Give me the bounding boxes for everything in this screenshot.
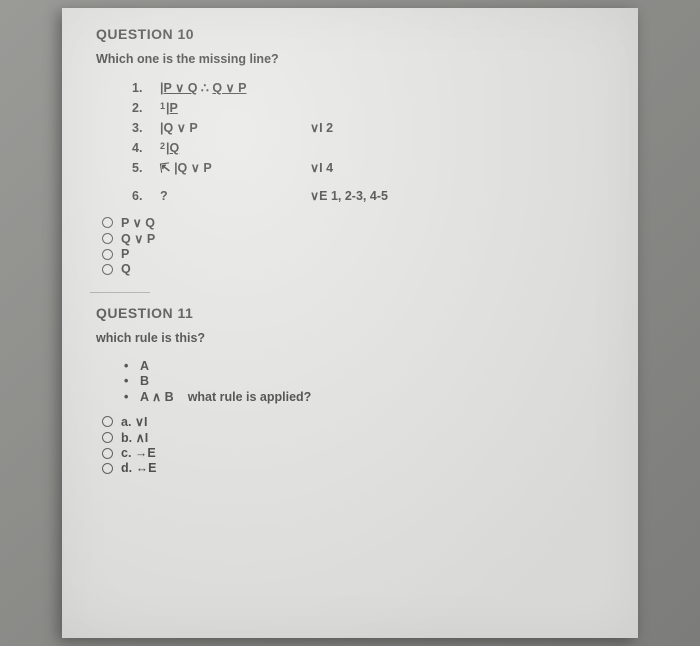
worksheet-page: QUESTION 10 Which one is the missing lin… xyxy=(62,8,638,638)
option-pvq[interactable]: P ∨ Q xyxy=(102,215,610,230)
radio-icon[interactable] xyxy=(102,217,113,228)
question-divider xyxy=(90,292,150,293)
option-ai[interactable]: b. ∧I xyxy=(102,430,610,445)
proof-line-1: 1. |P ∨ Q ∴ Q ∨ P xyxy=(132,80,610,97)
premise-b: B xyxy=(140,374,149,388)
option-label: Q xyxy=(121,262,131,276)
option-label: Q ∨ P xyxy=(121,231,155,246)
option-p[interactable]: P xyxy=(102,247,610,261)
option-biarrow-e[interactable]: d. ↔E xyxy=(102,461,610,475)
option-label: c. →E xyxy=(121,446,156,460)
option-label: P xyxy=(121,247,129,261)
proof-line-6: 6. ? ∨E 1, 2-3, 4-5 xyxy=(132,188,610,205)
proof-line-5: 5. ⇱|Q ∨ P ∨I 4 xyxy=(132,160,610,177)
question-11-header: QUESTION 11 xyxy=(96,305,610,321)
proof-line-2: 2. |P xyxy=(132,100,610,117)
question-10-options: P ∨ Q Q ∨ P P Q xyxy=(102,215,610,276)
option-label: P ∨ Q xyxy=(121,215,155,230)
radio-icon[interactable] xyxy=(102,432,113,443)
option-q[interactable]: Q xyxy=(102,262,610,276)
radio-icon[interactable] xyxy=(102,463,113,474)
option-label: d. ↔E xyxy=(121,461,156,475)
radio-icon[interactable] xyxy=(102,448,113,459)
cursor-icon: ⇱ xyxy=(159,159,171,176)
radio-icon[interactable] xyxy=(102,264,113,275)
radio-icon[interactable] xyxy=(102,233,113,244)
proof-line-4: 4. |Q xyxy=(132,140,610,157)
option-arrow-e[interactable]: c. →E xyxy=(102,446,610,460)
radio-icon[interactable] xyxy=(102,416,113,427)
question-10-header: QUESTION 10 xyxy=(96,26,610,42)
proof-line-3: 3. |Q ∨ P ∨I 2 xyxy=(132,120,610,137)
conclusion-note: what rule is applied? xyxy=(188,390,312,404)
premise-a: A xyxy=(140,359,149,373)
radio-icon[interactable] xyxy=(102,249,113,260)
conclusion: A ∧ B xyxy=(140,389,174,404)
question-11-options: a. ∨I b. ∧I c. →E d. ↔E xyxy=(102,414,610,475)
question-10-prompt: Which one is the missing line? xyxy=(96,52,610,66)
question-11-premises: •A •B • A ∧ B what rule is applied? xyxy=(124,359,610,404)
option-vi[interactable]: a. ∨I xyxy=(102,414,610,429)
option-label: b. ∧I xyxy=(121,430,148,445)
question-11-prompt: which rule is this? xyxy=(96,331,610,345)
option-label: a. ∨I xyxy=(121,414,148,429)
proof-table: 1. |P ∨ Q ∴ Q ∨ P 2. |P 3. |Q ∨ P ∨I 2 xyxy=(132,80,610,205)
option-qvp[interactable]: Q ∨ P xyxy=(102,231,610,246)
